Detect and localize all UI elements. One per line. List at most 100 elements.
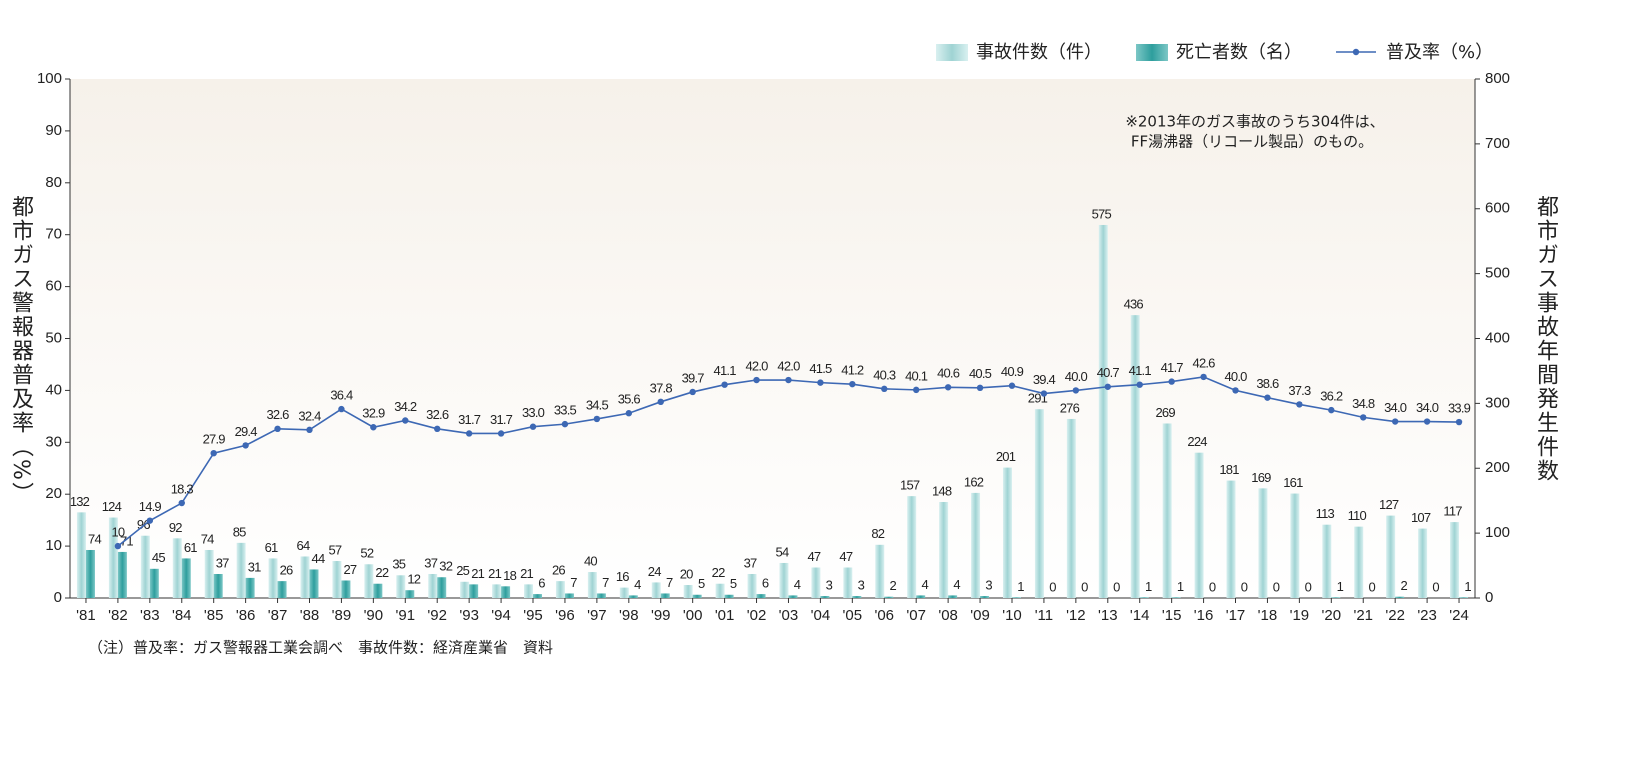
bar [1354,526,1364,598]
y-tick-label: 60 [45,278,62,295]
bar-value-label: 4 [794,577,801,592]
legend-label: 事故件数（件） [976,42,1102,63]
bar-value-label: 161 [1283,475,1303,490]
bar-value-label: 26 [280,563,293,578]
bar [1002,467,1012,598]
bar-value-label: 1 [1177,579,1184,594]
line-point [1232,387,1239,394]
line-point [370,424,377,431]
bar [501,586,511,598]
bar-value-label: 20 [680,566,693,581]
bar [1258,488,1268,598]
plot-background [70,79,1475,598]
bar [1194,452,1204,598]
bar-value-label: 0 [1273,579,1280,594]
x-tick-label: '83 [140,607,160,624]
line-point [497,430,505,437]
bar [1139,597,1149,598]
line-point [210,449,217,457]
line-point [274,425,281,433]
bar-value-label: 0 [1113,579,1120,594]
bar [309,569,319,598]
line-point [1423,418,1431,425]
bar [76,512,86,598]
bar [364,564,374,598]
x-tick-label: '94 [491,607,511,624]
x-tick-label: '85 [204,607,224,624]
line-value-label: 31.7 [490,412,513,427]
bar [300,556,310,598]
bar-value-label: 7 [666,575,673,590]
line-value-label: 37.3 [1288,383,1311,398]
bar-value-label: 575 [1092,206,1112,221]
bar-value-label: 37 [216,555,229,570]
x-tick-label: '17 [1226,607,1246,624]
bar-value-label: 269 [1155,405,1175,420]
bar [1171,597,1181,598]
bar-value-label: 132 [70,494,90,509]
bar-value-label: 21 [520,566,533,581]
line-value-label: 42.0 [777,358,800,373]
bar-value-label: 127 [1379,497,1399,512]
line-point [242,442,249,449]
bar-value-label: 40 [584,553,597,568]
line-value-label: 34.2 [394,399,417,414]
x-tick-label: '21 [1353,607,1373,624]
x-tick-label: '02 [747,607,767,624]
bar-value-label: 35 [392,557,405,572]
bar [1386,515,1396,598]
bar [533,594,543,598]
line-value-label: 33.9 [1448,400,1471,415]
bar-value-label: 107 [1411,510,1431,525]
x-tick-label: '89 [332,607,352,624]
x-tick-label: '16 [1194,607,1214,624]
bar [181,558,191,598]
y-tick-label: 30 [45,433,62,450]
bar [1331,597,1341,598]
bar-value-label: 37 [744,555,757,570]
bar-value-label: 92 [169,520,182,535]
bar-value-label: 61 [265,540,278,555]
x-tick-label: '87 [268,607,288,624]
line-value-label: 29.4 [235,424,258,439]
line-point [1264,394,1271,401]
bar [843,567,853,598]
bar-value-label: 6 [538,576,545,591]
bar-value-label: 57 [328,542,341,557]
bar-value-label: 44 [312,551,325,566]
bar-value-label: 4 [953,577,960,592]
line-point [1296,401,1303,408]
bar [724,594,734,598]
line-point [529,423,537,430]
line-point [881,385,888,393]
bar [108,517,118,598]
line-value-label: 39.7 [682,370,705,385]
bar [811,567,821,598]
x-tick-label: '99 [651,607,671,624]
bar-value-label: 22 [375,565,388,580]
bar-value-label: 1 [1145,579,1152,594]
x-tick-label: '23 [1417,607,1437,624]
bar-value-label: 2 [1400,578,1407,593]
line-point [1008,382,1016,389]
bar-value-label: 0 [1432,579,1439,594]
bar-value-label: 0 [1369,579,1376,594]
bar [660,593,670,598]
line-point [657,398,664,406]
x-tick-label: '14 [1130,607,1150,624]
y-tick-label: 50 [45,329,62,346]
bar-value-label: 31 [248,559,261,574]
x-tick-label: '88 [300,607,320,624]
bar-value-label: 201 [996,449,1016,464]
bar-value-label: 5 [730,576,737,591]
line-point [625,410,633,417]
bar [469,584,479,598]
bar [1322,524,1332,598]
bar-value-label: 61 [184,540,197,555]
bar-value-label: 54 [776,544,789,559]
bar [628,595,638,598]
bar-value-label: 0 [1209,579,1216,594]
line-value-label: 38.6 [1256,376,1279,391]
bar [117,551,127,598]
bar-value-label: 436 [1124,297,1144,312]
